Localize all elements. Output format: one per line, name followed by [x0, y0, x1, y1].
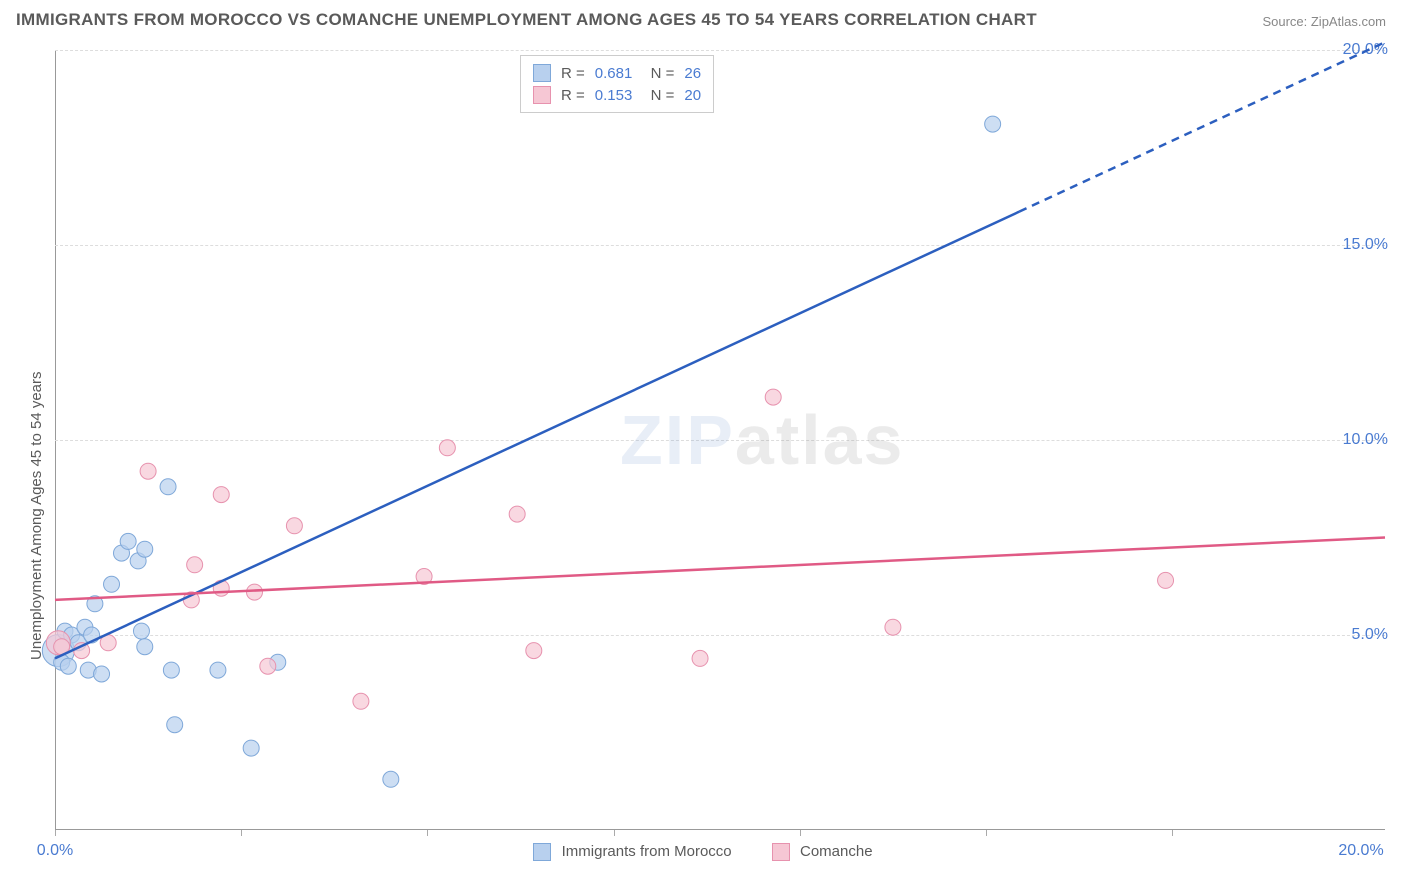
- legend-row-comanche: R = 0.153 N = 20: [533, 84, 701, 106]
- x-tick: [800, 830, 801, 836]
- chart-source: Source: ZipAtlas.com: [1262, 14, 1386, 29]
- data-point: [137, 541, 153, 557]
- data-point: [210, 662, 226, 678]
- data-point: [1158, 572, 1174, 588]
- data-point: [353, 693, 369, 709]
- legend-item-comanche: Comanche: [772, 843, 873, 861]
- legend-swatch-icon: [533, 843, 551, 861]
- data-point: [383, 771, 399, 787]
- data-point: [765, 389, 781, 405]
- n-value-morocco: 26: [684, 65, 701, 82]
- data-point: [167, 717, 183, 733]
- data-point: [509, 506, 525, 522]
- r-value-comanche: 0.153: [595, 87, 633, 104]
- chart-canvas: [55, 50, 1385, 830]
- legend-row-morocco: R = 0.681 N = 26: [533, 62, 701, 84]
- data-point: [985, 116, 1001, 132]
- data-point: [187, 557, 203, 573]
- data-point: [692, 650, 708, 666]
- series-legend: Immigrants from Morocco Comanche: [0, 843, 1406, 861]
- data-point: [140, 463, 156, 479]
- data-point: [885, 619, 901, 635]
- legend-label-comanche: Comanche: [800, 843, 873, 860]
- data-point: [439, 440, 455, 456]
- legend-swatch-comanche: [533, 86, 551, 104]
- trend-line: [55, 538, 1385, 600]
- correlation-legend: R = 0.681 N = 26 R = 0.153 N = 20: [520, 55, 714, 113]
- data-point: [260, 658, 276, 674]
- trend-line-dashed: [1019, 42, 1385, 211]
- x-tick: [986, 830, 987, 836]
- legend-item-morocco: Immigrants from Morocco: [533, 843, 731, 861]
- data-point: [247, 584, 263, 600]
- data-point: [160, 479, 176, 495]
- data-point: [243, 740, 259, 756]
- trend-line: [55, 212, 1019, 659]
- n-value-comanche: 20: [684, 87, 701, 104]
- legend-label-morocco: Immigrants from Morocco: [562, 843, 732, 860]
- r-value-morocco: 0.681: [595, 65, 633, 82]
- legend-swatch-icon: [772, 843, 790, 861]
- chart-title: IMMIGRANTS FROM MOROCCO VS COMANCHE UNEM…: [16, 10, 1037, 30]
- data-point: [94, 666, 110, 682]
- data-point: [526, 643, 542, 659]
- x-tick: [55, 830, 56, 836]
- data-point: [213, 487, 229, 503]
- x-tick: [241, 830, 242, 836]
- y-axis-label: Unemployment Among Ages 45 to 54 years: [28, 371, 45, 660]
- x-tick: [1172, 830, 1173, 836]
- data-point: [137, 639, 153, 655]
- data-point: [286, 518, 302, 534]
- x-tick: [614, 830, 615, 836]
- data-point: [133, 623, 149, 639]
- data-point: [104, 576, 120, 592]
- data-point: [163, 662, 179, 678]
- data-point: [120, 533, 136, 549]
- x-tick: [427, 830, 428, 836]
- legend-swatch-morocco: [533, 64, 551, 82]
- data-point: [60, 658, 76, 674]
